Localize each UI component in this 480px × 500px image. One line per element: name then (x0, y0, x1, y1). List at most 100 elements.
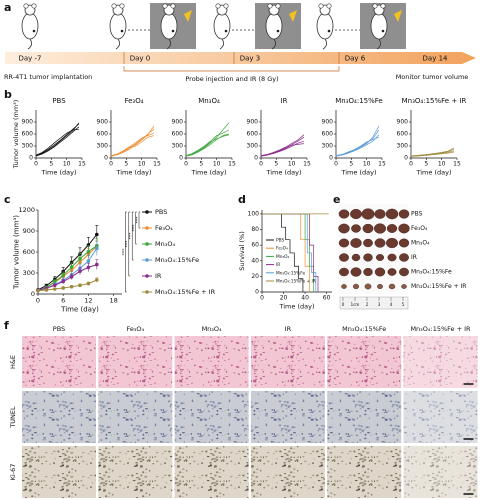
mouse-tail (166, 38, 171, 50)
column-label: Fe₃O₄ (126, 325, 144, 333)
x-tick-label: 10 (438, 161, 446, 168)
y-tick-label: 80 (251, 226, 259, 233)
y-axis-label: Tumor volume (mm³) (12, 100, 20, 170)
ruler-label: 2 (366, 302, 369, 307)
panel-letter: e (333, 193, 340, 206)
tumor (386, 237, 398, 249)
significance-bracket (138, 211, 141, 229)
significance-stars: *** (135, 216, 141, 224)
series-line (110, 128, 155, 157)
y-tick-label: 0 (404, 155, 408, 162)
y-tick-label: 0 (179, 155, 183, 162)
significance-stars: *** (121, 248, 127, 256)
y-tick-label: 0 (29, 155, 33, 162)
series-line (410, 147, 455, 157)
legend-label: IR (276, 262, 280, 268)
x-tick-label: 0 (36, 297, 40, 305)
mouse-body (316, 12, 334, 40)
y-tick-label: 300 (172, 143, 184, 150)
series-line (35, 126, 80, 157)
chart-title: Mn₃O₄ (198, 97, 220, 105)
histology-image (174, 446, 249, 498)
tumor (374, 209, 386, 219)
mouse-tail (271, 38, 276, 50)
histology-image (22, 446, 96, 498)
data-point (69, 260, 74, 265)
y-tick-label: 0 (104, 155, 108, 162)
data-point (61, 269, 65, 274)
tumor (352, 283, 360, 290)
y-tick-label: 0 (255, 289, 259, 296)
tumor (388, 283, 396, 290)
histology-image (22, 336, 96, 388)
data-point (69, 284, 74, 289)
day-label: Day 0 (130, 55, 151, 63)
column-label: PBS (53, 325, 65, 333)
tumor (361, 208, 375, 220)
panel-letter: f (4, 319, 9, 332)
series-line (185, 133, 230, 157)
significance-bracket (125, 211, 127, 293)
legend-label: Mn₃O₄ (155, 240, 175, 248)
y-tick-label: 20 (251, 273, 259, 280)
legend-marker (145, 210, 149, 214)
legend-label: Mn₃O₄:15%Fe (155, 256, 199, 264)
y-tick-label: 900 (97, 119, 109, 126)
tumor-label: Mn₃O₄:15%Fe + IR (411, 283, 466, 290)
y-axis-label: Survival (%) (238, 231, 246, 271)
legend-marker (145, 242, 149, 246)
mouse-ear (31, 3, 37, 9)
tumor (350, 208, 362, 220)
tumor (387, 253, 397, 262)
tumor (374, 223, 386, 234)
data-point (44, 288, 49, 292)
image-tint (403, 446, 478, 498)
mouse-ear (162, 3, 168, 9)
x-tick-label: 0 (409, 161, 413, 168)
significance-bracket (135, 211, 138, 245)
tumor (351, 224, 361, 233)
tumor (364, 283, 372, 290)
mouse-ear (223, 3, 229, 9)
y-tick-label: 300 (23, 269, 35, 277)
series-line (260, 140, 305, 157)
timeline-arrow (5, 52, 476, 64)
chart-title: Fe₃O₄ (124, 97, 143, 105)
y-tick-label: 100 (248, 210, 260, 217)
y-axis-label: Tumor volume (mm³) (13, 215, 21, 290)
tumor (401, 284, 407, 289)
x-axis-label: Time (day) (415, 168, 451, 176)
tumor (363, 253, 373, 262)
y-tick-label: 0 (329, 155, 333, 162)
histology-image (250, 336, 325, 388)
tumor (338, 223, 350, 234)
histology-image (98, 391, 173, 443)
tumor (398, 238, 410, 248)
chart-title: Mn₃O₄:15%Fe + IR (402, 97, 467, 105)
series-line (35, 128, 79, 156)
data-point (61, 279, 65, 284)
series-line (35, 123, 80, 156)
mouse-ear (372, 3, 378, 9)
y-tick-label: 600 (322, 131, 334, 138)
panel-letter: c (4, 193, 11, 206)
x-tick-label: 0 (109, 161, 113, 168)
y-tick-label: 900 (23, 227, 35, 235)
x-tick-label: 5 (349, 161, 353, 168)
treatment-bracket (123, 66, 340, 72)
tumor-label: Fe₃O₄ (411, 225, 428, 232)
y-tick-label: 0 (31, 290, 35, 298)
mouse-ear (318, 3, 324, 9)
tumor-dot (171, 29, 175, 33)
tumor-label: IR (411, 254, 417, 261)
data-point (53, 283, 57, 288)
mouse-tail (115, 38, 120, 50)
schematic-text: Monitor tumor volume (396, 73, 469, 81)
legend-label: PBS (276, 238, 284, 244)
tumor (374, 238, 386, 248)
legend-label: Mn₃O₄:15%Fe + IR (155, 288, 216, 296)
ruler-label: 3 (378, 302, 381, 307)
tumor-dot (327, 29, 331, 33)
x-tick-label: 40 (301, 295, 309, 302)
